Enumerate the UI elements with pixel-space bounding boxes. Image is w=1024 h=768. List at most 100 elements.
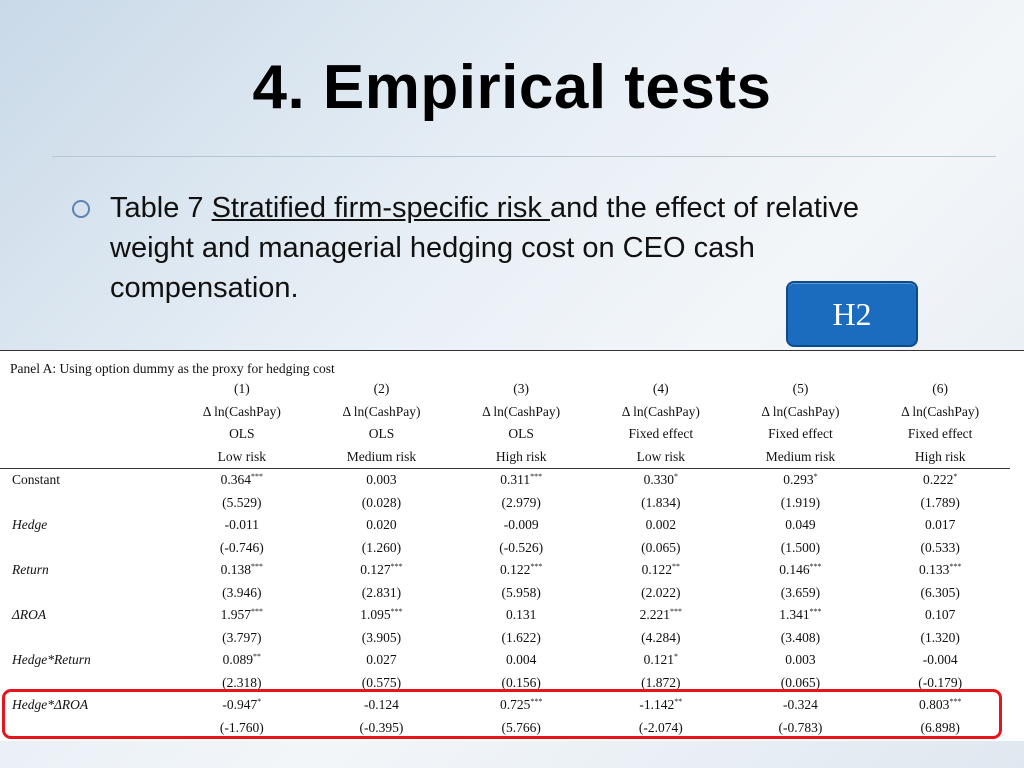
h2-button[interactable]: H2 bbox=[786, 281, 918, 347]
significance-stars: *** bbox=[390, 607, 403, 617]
coef-cell: 0.330* bbox=[591, 469, 731, 492]
coef-cell: 0.049 bbox=[731, 514, 871, 537]
tstat-cell: (5.529) bbox=[222, 494, 262, 510]
table-panel: Panel A: Using option dummy as the proxy… bbox=[0, 350, 1024, 741]
method-label: OLS bbox=[508, 426, 534, 442]
row-label: Hedge*ΔROA bbox=[12, 697, 89, 713]
coef-cell: 0.107 bbox=[870, 604, 1010, 627]
tstat-cell: (0.028) bbox=[361, 494, 402, 510]
coef-value: 0.293 bbox=[783, 472, 814, 488]
coef-cell: -1.142** bbox=[591, 694, 731, 717]
significance-stars: * bbox=[673, 472, 678, 482]
coef-cell: 1.341*** bbox=[731, 604, 871, 627]
col-number: (2) bbox=[373, 381, 390, 397]
table-row-tstat: (-1.760) (-0.395) (5.766) (-2.074) (-0.783) (… bbox=[0, 717, 1010, 740]
coef-cell: 0.017 bbox=[870, 514, 1010, 537]
coef-cell: 1.095*** bbox=[312, 604, 452, 627]
tstat-cell: (2.831) bbox=[361, 584, 402, 600]
coef-value: 0.364 bbox=[220, 472, 252, 488]
table-row-tstat: (2.318) (0.575) (0.156) (1.872) (0.065) (-0.1… bbox=[0, 672, 1010, 695]
tstat-cell: (0.533) bbox=[920, 539, 960, 555]
header-corner bbox=[0, 445, 172, 469]
risk-label: High risk bbox=[870, 445, 1010, 469]
col-number: (6) bbox=[932, 381, 949, 397]
table-row-coef: Hedge*Return 0.089** 0.027 0.004 0.121* 0.003… bbox=[0, 649, 1010, 672]
tstat-cell: (0.065) bbox=[641, 539, 681, 555]
significance-stars: ** bbox=[671, 562, 680, 572]
significance-stars: * bbox=[257, 697, 262, 707]
tstat-cell: (3.946) bbox=[222, 584, 262, 600]
coef-cell: -0.947* bbox=[172, 694, 312, 717]
tstat-cell: (6.898) bbox=[920, 719, 960, 735]
bullet-suffix: and the effect of relative weight and ma… bbox=[110, 192, 859, 304]
method-label: OLS bbox=[229, 426, 255, 442]
coef-value: 1.957 bbox=[220, 607, 252, 623]
title-divider bbox=[52, 156, 996, 157]
header-row-risk: Low risk Medium risk High risk Low risk … bbox=[0, 445, 1010, 469]
tstat-cell: (4.284) bbox=[641, 629, 681, 645]
bullet-text: Table 7 Stratified firm-specific risk an… bbox=[110, 188, 932, 308]
row-label: Constant bbox=[12, 472, 61, 488]
dep-var-label: Δ ln(CashPay) bbox=[621, 403, 700, 419]
significance-stars: * bbox=[813, 472, 818, 482]
row-label-blank bbox=[0, 627, 172, 650]
coef-value: 1.341 bbox=[779, 607, 810, 623]
coef-value: 0.133 bbox=[918, 562, 950, 578]
significance-stars: ** bbox=[253, 652, 262, 662]
coef-cell: 0.027 bbox=[312, 649, 452, 672]
coef-cell: 0.146*** bbox=[731, 559, 871, 582]
coef-value: 0.803 bbox=[918, 697, 950, 713]
tstat-cell: (-1.760) bbox=[219, 719, 264, 735]
tstat-cell: (2.022) bbox=[641, 584, 681, 600]
coef-cell: -0.011 bbox=[172, 514, 312, 537]
row-label: Return bbox=[12, 562, 49, 578]
significance-stars: * bbox=[673, 652, 678, 662]
row-label-blank bbox=[0, 537, 172, 560]
coef-cell: 0.002 bbox=[591, 514, 731, 537]
coef-cell: 0.725*** bbox=[451, 694, 591, 717]
row-label-blank bbox=[0, 492, 172, 515]
coef-cell: -0.009 bbox=[451, 514, 591, 537]
coef-cell: 0.004 bbox=[451, 649, 591, 672]
risk-label: Medium risk bbox=[311, 445, 452, 469]
slide-title: 4. Empirical tests bbox=[252, 53, 772, 122]
coef-value: 0.107 bbox=[924, 607, 956, 623]
significance-stars: *** bbox=[530, 562, 543, 572]
table-row-coef: Constant 0.364*** 0.003 0.311*** 0.330* 0.293… bbox=[0, 469, 1010, 492]
header-corner bbox=[0, 401, 172, 424]
tstat-cell: (-0.783) bbox=[778, 719, 823, 735]
table-row-coef: Hedge -0.011 0.020 -0.009 0.002 0.049 0.017 bbox=[0, 514, 1010, 537]
tstat-cell: (-0.746) bbox=[219, 539, 264, 555]
dep-var-label: Δ ln(CashPay) bbox=[202, 403, 281, 419]
tstat-cell: (5.958) bbox=[501, 584, 541, 600]
tstat-cell: (3.659) bbox=[780, 584, 821, 600]
tstat-cell: (-2.074) bbox=[638, 719, 683, 735]
tstat-cell: (5.766) bbox=[501, 719, 541, 735]
col-number: (3) bbox=[513, 381, 530, 397]
tstat-cell: (3.905) bbox=[361, 629, 402, 645]
significance-stars: *** bbox=[809, 562, 822, 572]
dep-var-label: Δ ln(CashPay) bbox=[482, 403, 561, 419]
col-number: (1) bbox=[233, 381, 250, 397]
risk-label: Medium risk bbox=[730, 445, 871, 469]
significance-stars: *** bbox=[390, 562, 403, 572]
coef-value: 1.095 bbox=[360, 607, 391, 623]
coef-cell: 0.311*** bbox=[451, 469, 591, 492]
table-row-coef: Hedge*ΔROA -0.947* -0.124 0.725*** -1.142** -… bbox=[0, 694, 1010, 717]
coef-cell: 0.089** bbox=[172, 649, 312, 672]
col-number: (4) bbox=[652, 381, 669, 397]
tstat-cell: (6.305) bbox=[920, 584, 960, 600]
header-row-methods: OLS OLS OLS Fixed effect Fixed effect Fi… bbox=[0, 423, 1010, 446]
method-label: OLS bbox=[368, 426, 395, 442]
coef-value: 0.089 bbox=[222, 652, 254, 668]
coef-cell: -0.004 bbox=[870, 649, 1010, 672]
significance-stars: * bbox=[953, 472, 958, 482]
coef-value: 0.146 bbox=[779, 562, 810, 578]
method-label: Fixed effect bbox=[628, 426, 694, 442]
tstat-cell: (1.260) bbox=[361, 539, 402, 555]
significance-stars: *** bbox=[809, 607, 822, 617]
tstat-cell: (3.408) bbox=[780, 629, 821, 645]
coef-value: 0.020 bbox=[366, 517, 397, 533]
tstat-cell: (1.872) bbox=[641, 674, 681, 690]
coef-value: 0.002 bbox=[645, 517, 676, 533]
